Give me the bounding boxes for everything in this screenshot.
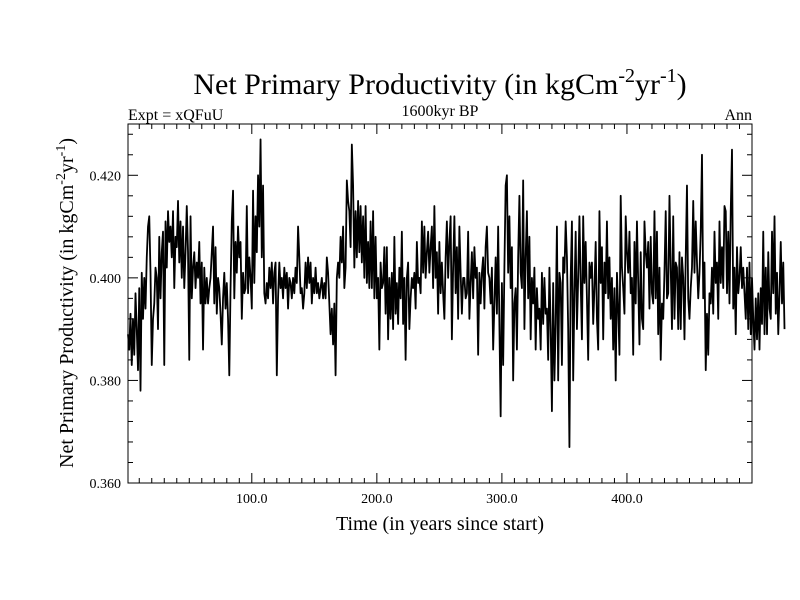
ticks [128,124,752,483]
chart-title-sup2: -1 [660,65,677,87]
y-axis-label-sup2: -1 [54,145,69,157]
y-tick-label: 0.420 [90,169,122,184]
plot-frame [127,123,753,484]
tick-labels: 100.0 200.0 300.0 400.0 0.360 0.380 0.400 0.420 [90,169,643,507]
x-tick-label: 200.0 [361,492,393,507]
y-axis-label-end: ) [56,138,78,145]
series-line-npp [127,138,786,448]
y-tick-label: 0.400 [90,272,122,287]
y-tick-label: 0.360 [90,477,122,492]
chart-title: Net Primary Productivity (in kgCm-2yr-1) [193,65,686,101]
chart-title-sup1: -2 [618,65,635,87]
subtitle-right: Ann [724,107,752,124]
x-tick-label: 400.0 [611,492,643,507]
subtitle-left: Expt = xQFuU [128,107,224,124]
chart-title-main: Net Primary Productivity (in kgCm [193,68,618,101]
x-axis-label: Time (in years since start) [336,513,544,535]
x-tick-label: 300.0 [486,492,518,507]
y-axis-label: Net Primary Productivity (in kgCm-2yr-1) [54,138,78,468]
y-axis-label-mid: yr [56,156,78,173]
x-tick-label: 100.0 [236,492,268,507]
y-axis-label-sup1: -2 [54,173,69,185]
y-axis-label-main: Net Primary Productivity (in kgCm [56,184,78,468]
chart-title-end: ) [677,68,687,101]
y-tick-label: 0.380 [90,374,122,389]
subtitle-center: 1600kyr BP [402,103,479,120]
chart-title-mid: yr [635,68,660,101]
